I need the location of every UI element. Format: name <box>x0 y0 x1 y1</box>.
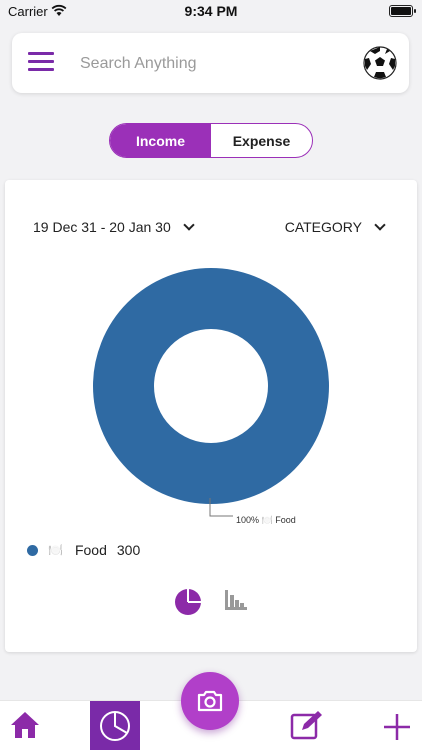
status-bar: Carrier 9:34 PM <box>0 0 422 24</box>
legend-color-dot <box>27 544 38 556</box>
donut-chart: 100% 🍽️ Food <box>93 268 329 525</box>
chart-card: 19 Dec 31 - 20 Jan 30 CATEGORY 100% 🍽️ F… <box>5 180 417 652</box>
date-range-label: 19 Dec 31 - 20 Jan 30 <box>33 219 171 235</box>
search-input[interactable] <box>80 51 350 77</box>
battery-icon <box>389 5 416 17</box>
date-range-dropdown[interactable]: 19 Dec 31 - 20 Jan 30 <box>33 219 195 235</box>
callout-line <box>209 498 233 517</box>
carrier-label: Carrier <box>8 4 48 19</box>
food-plate-icon: 🍽️ <box>48 543 63 557</box>
edit-icon[interactable] <box>290 710 324 740</box>
home-icon[interactable] <box>10 711 40 739</box>
legend-item: 🍽️ Food 300 <box>27 542 140 558</box>
camera-button[interactable] <box>181 672 239 730</box>
soccer-ball-avatar[interactable] <box>363 46 397 80</box>
tab-income[interactable]: Income <box>110 124 211 157</box>
search-bar <box>12 33 409 93</box>
camera-icon <box>197 690 223 712</box>
plus-icon[interactable] <box>383 713 411 741</box>
status-time: 9:34 PM <box>184 3 238 19</box>
donut-slice-food[interactable] <box>93 268 329 504</box>
wifi-icon <box>51 4 67 16</box>
income-expense-toggle: Income Expense <box>109 123 313 158</box>
legend-value: 300 <box>116 542 141 558</box>
group-by-dropdown[interactable]: CATEGORY <box>284 219 386 235</box>
tab-expense[interactable]: Expense <box>232 132 291 149</box>
reports-nav-button[interactable] <box>90 701 140 750</box>
legend-name: Food <box>74 542 107 558</box>
pie-chart-type-icon[interactable] <box>173 587 203 617</box>
slice-callout-label: 100% 🍽️ Food <box>236 515 296 525</box>
group-by-label: CATEGORY <box>284 219 362 235</box>
bar-chart-type-icon[interactable] <box>225 590 247 610</box>
menu-icon[interactable] <box>28 52 54 74</box>
pie-chart-icon <box>100 711 130 741</box>
